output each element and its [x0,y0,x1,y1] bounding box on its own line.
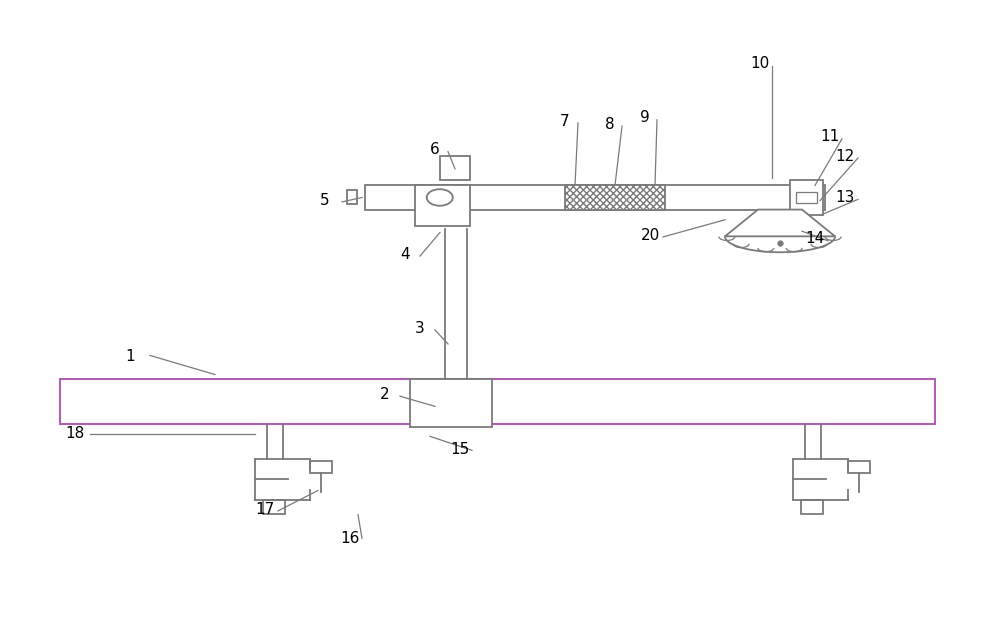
Bar [565,185,665,210]
Text: 3: 3 [415,320,425,336]
Text: 15: 15 [450,441,470,457]
Text: 11: 11 [820,129,840,145]
Text: 20: 20 [640,228,660,243]
Text: 14: 14 [805,231,825,247]
Bar [801,500,823,514]
Bar [310,461,332,473]
Text: 13: 13 [835,190,855,205]
Polygon shape [725,210,835,236]
Bar [365,185,825,210]
Bar [415,185,470,226]
Text: 2: 2 [380,387,390,403]
Text: 7: 7 [560,113,570,129]
Text: 16: 16 [340,531,360,546]
Bar [347,190,357,204]
Text: 18: 18 [65,426,85,441]
Bar [263,500,285,514]
Bar [410,379,492,427]
Bar [790,180,823,215]
Text: 4: 4 [400,247,410,262]
Text: 17: 17 [255,502,275,517]
Text: 10: 10 [750,56,770,71]
Text: 1: 1 [125,349,135,364]
Bar [60,379,935,424]
Text: 8: 8 [605,117,615,132]
Text: 5: 5 [320,193,330,208]
Bar [848,461,870,473]
Text: 6: 6 [430,142,440,157]
Bar [440,156,470,180]
Text: 9: 9 [640,110,650,125]
Text: 12: 12 [835,148,855,164]
Bar [796,192,817,203]
